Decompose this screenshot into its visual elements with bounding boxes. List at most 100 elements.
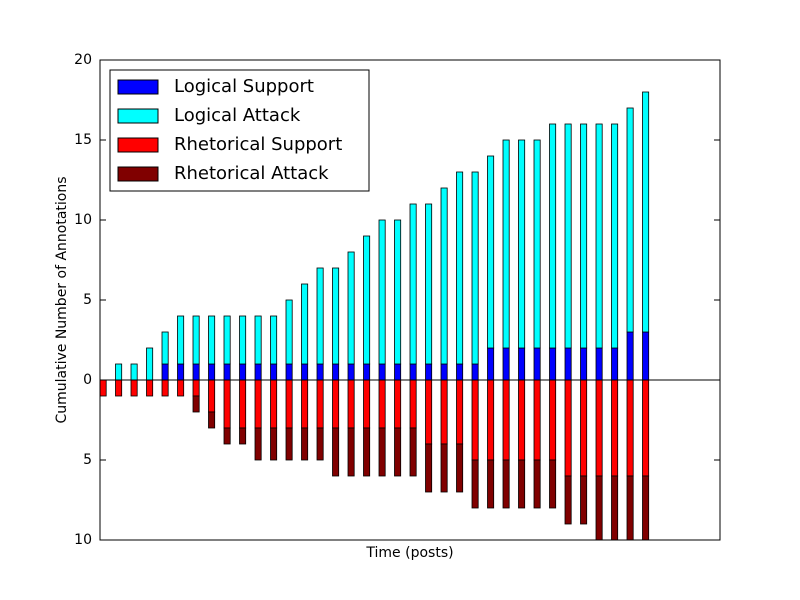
- bar: [518, 139, 526, 349]
- bar: [270, 427, 278, 461]
- bar: [332, 379, 340, 429]
- bar: [440, 443, 448, 493]
- bar: [223, 363, 231, 381]
- bar: [595, 123, 603, 349]
- bar: [440, 363, 448, 381]
- bar: [270, 363, 278, 381]
- y-tick-label: 10: [74, 212, 92, 228]
- bar: [471, 379, 479, 461]
- bar: [440, 187, 448, 365]
- bar: [549, 123, 557, 349]
- bar: [518, 379, 526, 461]
- bar: [378, 219, 386, 365]
- bar: [394, 219, 402, 365]
- bar: [440, 379, 448, 445]
- bar: [208, 379, 216, 413]
- bar: [208, 315, 216, 365]
- bar: [564, 475, 572, 525]
- legend-swatch: [117, 108, 159, 124]
- bar: [626, 107, 634, 333]
- bar: [456, 443, 464, 493]
- legend-label: Logical Attack: [174, 105, 301, 126]
- bar: [239, 315, 247, 365]
- y-tick-label: 5: [83, 292, 92, 308]
- bar: [502, 379, 510, 461]
- bar: [115, 363, 123, 381]
- bar: [595, 475, 603, 541]
- bar: [161, 331, 169, 365]
- bar: [285, 379, 293, 429]
- bar: [564, 379, 572, 477]
- bar: [347, 379, 355, 429]
- bar: [409, 363, 417, 381]
- bar: [425, 379, 433, 445]
- y-tick-label: 5: [83, 452, 92, 468]
- bar: [456, 171, 464, 365]
- bar: [347, 363, 355, 381]
- bar: [146, 379, 154, 397]
- bar: [549, 379, 557, 461]
- bar: [642, 91, 650, 333]
- bar: [471, 459, 479, 509]
- bar: [285, 299, 293, 365]
- bar: [487, 459, 495, 509]
- bar: [642, 475, 650, 541]
- bar: [471, 363, 479, 381]
- y-tick-label: 10: [74, 532, 92, 548]
- bar: [332, 427, 340, 477]
- bar: [456, 379, 464, 445]
- bar: [192, 379, 200, 397]
- bar: [409, 427, 417, 477]
- bar: [487, 347, 495, 381]
- bar: [239, 379, 247, 429]
- bar: [611, 347, 619, 381]
- legend-label: Logical Support: [174, 76, 314, 97]
- bar: [533, 379, 541, 461]
- bar: [487, 155, 495, 349]
- bar: [611, 379, 619, 477]
- legend-label: Rhetorical Support: [174, 134, 342, 155]
- bar: [270, 315, 278, 365]
- bar: [239, 363, 247, 381]
- bar: [285, 427, 293, 461]
- bar: [642, 379, 650, 477]
- bar: [161, 379, 169, 397]
- bar: [332, 267, 340, 365]
- legend-label: Rhetorical Attack: [174, 163, 329, 184]
- bar: [502, 139, 510, 349]
- bar: [564, 123, 572, 349]
- bar: [192, 315, 200, 365]
- bar: [611, 123, 619, 349]
- bar: [378, 427, 386, 477]
- bar: [223, 315, 231, 365]
- bar: [316, 379, 324, 429]
- bar: [595, 347, 603, 381]
- bar: [378, 379, 386, 429]
- bar: [425, 363, 433, 381]
- bar: [533, 347, 541, 381]
- bar: [363, 427, 371, 477]
- bar: [254, 427, 262, 461]
- bar: [316, 427, 324, 461]
- bar: [301, 283, 309, 365]
- bar: [518, 347, 526, 381]
- bar: [595, 379, 603, 477]
- bar: [487, 379, 495, 461]
- bar: [223, 379, 231, 429]
- bar: [254, 315, 262, 365]
- bar: [518, 459, 526, 509]
- bar: [270, 379, 278, 429]
- legend: Logical Support Logical Attack Rhetorical …: [109, 69, 370, 192]
- bar: [580, 379, 588, 477]
- bar: [254, 379, 262, 429]
- bar: [471, 171, 479, 365]
- bar: [208, 363, 216, 381]
- bar: [177, 363, 185, 381]
- bar: [99, 379, 107, 397]
- bar: [192, 395, 200, 413]
- bar: [239, 427, 247, 445]
- bar: [580, 123, 588, 349]
- bar: [161, 363, 169, 381]
- y-axis-label: Cumulative Number of Annotations: [54, 176, 70, 423]
